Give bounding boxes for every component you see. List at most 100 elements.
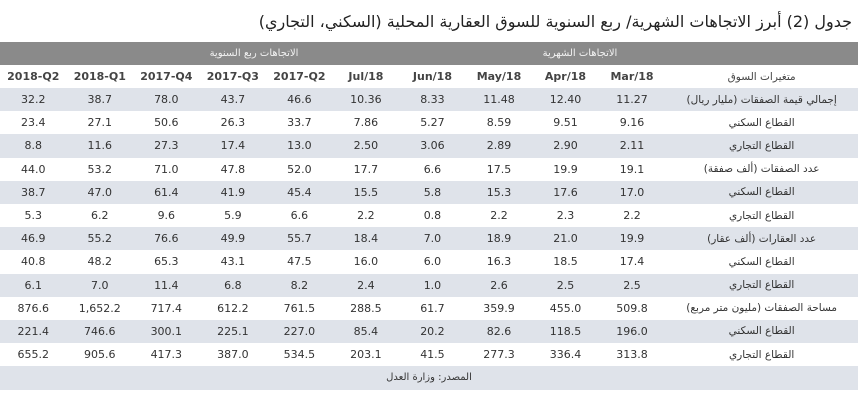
- value-cell: 53.2: [87, 162, 113, 176]
- value-cell: 15.3: [486, 185, 512, 199]
- value-cell: 655.2: [17, 348, 50, 362]
- row-label: القطاع التجاري: [728, 209, 795, 222]
- column-header: 2018-Q2: [7, 70, 60, 83]
- value-cell: 6.8: [224, 278, 242, 292]
- value-cell: 0.8: [423, 209, 442, 223]
- row-label: القطاع السكني: [728, 116, 795, 129]
- value-cell: 15.5: [353, 185, 379, 199]
- value-cell: 45.4: [287, 185, 312, 199]
- value-cell: 55.7: [287, 232, 312, 246]
- value-cell: 38.7: [87, 93, 113, 107]
- value-cell: 65.3: [154, 255, 179, 269]
- row-label: مساحة الصفقات (مليون متر مربع): [686, 302, 837, 315]
- column-header-row: متغيرات السوق Mar/18 Apr/18 May/18 Jun/1…: [0, 65, 858, 88]
- value-cell: 221.4: [17, 324, 50, 338]
- value-cell: 277.3: [483, 348, 515, 362]
- table-row: عدد الصفقات (ألف صفقة) 19.1 19.9 17.5 6.6 17.…: [0, 158, 858, 181]
- group-header-row: الاتجاهات الشهرية الاتجاهات ربع السنوية: [0, 42, 858, 65]
- value-cell: 876.6: [17, 301, 50, 315]
- value-cell: 61.7: [420, 301, 445, 315]
- value-cell: 313.8: [616, 348, 648, 362]
- value-cell: 2.2: [623, 209, 641, 223]
- value-cell: 32.2: [21, 93, 46, 107]
- column-header: May/18: [476, 70, 522, 83]
- row-label: عدد الصفقات (ألف صفقة): [703, 163, 820, 176]
- value-cell: 5.3: [24, 209, 43, 223]
- value-cell: 1.0: [423, 278, 442, 292]
- value-cell: 387.0: [217, 348, 249, 362]
- value-cell: 43.7: [220, 93, 246, 107]
- value-cell: 2.3: [556, 209, 575, 223]
- value-cell: 85.4: [353, 324, 379, 338]
- table-title: جدول (2) أبرز الاتجاهات الشهرية/ ربع الس…: [258, 12, 852, 31]
- value-cell: 2.2: [357, 209, 375, 223]
- value-cell: 746.6: [84, 324, 116, 338]
- group-header-monthly: الاتجاهات الشهرية: [542, 48, 618, 59]
- value-cell: 196.0: [616, 324, 648, 338]
- value-cell: 509.8: [616, 301, 648, 315]
- value-cell: 2.6: [490, 278, 508, 292]
- value-cell: 118.5: [549, 324, 582, 338]
- value-cell: 6.2: [91, 209, 109, 223]
- value-cell: 10.36: [350, 93, 382, 107]
- source-note: المصدر: وزارة العدل: [386, 372, 472, 384]
- value-cell: 2.11: [619, 139, 645, 153]
- value-cell: 49.9: [220, 232, 246, 246]
- value-cell: 11.48: [483, 93, 515, 107]
- value-cell: 11.6: [87, 139, 113, 153]
- value-cell: 17.5: [486, 162, 512, 176]
- value-cell: 8.2: [290, 278, 309, 292]
- value-cell: 17.6: [553, 185, 578, 199]
- value-cell: 2.89: [486, 139, 512, 153]
- value-cell: 12.40: [549, 93, 582, 107]
- value-cell: 6.0: [423, 255, 442, 269]
- market-trends-table: الاتجاهات الشهرية الاتجاهات ربع السنوية …: [0, 42, 858, 391]
- table-body: إجمالي قيمة الصفقات (مليار ريال) 11.27 12.…: [0, 88, 858, 366]
- value-cell: 9.6: [157, 209, 176, 223]
- value-cell: 17.4: [220, 139, 246, 153]
- value-cell: 2.5: [556, 278, 575, 292]
- value-cell: 5.8: [423, 185, 442, 199]
- value-cell: 76.6: [154, 232, 179, 246]
- value-cell: 27.3: [154, 139, 179, 153]
- value-cell: 7.86: [353, 116, 379, 130]
- value-cell: 41.5: [420, 348, 445, 362]
- value-cell: 5.9: [224, 209, 242, 223]
- table-row: القطاع السكني 196.0 118.5 82.6 20.2 85.4 227.0…: [0, 319, 858, 344]
- value-cell: 5.27: [420, 116, 445, 130]
- value-cell: 26.3: [220, 116, 246, 130]
- value-cell: 52.0: [287, 162, 312, 176]
- value-cell: 17.0: [619, 185, 645, 199]
- value-cell: 2.4: [357, 278, 375, 292]
- value-cell: 27.1: [87, 116, 113, 130]
- value-cell: 717.4: [150, 301, 183, 315]
- column-header: 2017-Q4: [140, 70, 193, 83]
- value-cell: 9.51: [553, 116, 578, 130]
- row-label: إجمالي قيمة الصفقات (مليار ريال): [686, 93, 837, 106]
- value-cell: 11.27: [616, 93, 648, 107]
- table-row: القطاع السكني 17.4 18.5 16.3 6.0 16.0 47.5 43.1…: [0, 250, 858, 273]
- table-row: القطاع التجاري 2.2 2.3 2.2 0.8 2.2 6.6 5.9 9.6 6.…: [0, 204, 858, 227]
- value-cell: 46.9: [21, 232, 46, 246]
- value-cell: 38.7: [21, 185, 46, 199]
- value-cell: 18.5: [553, 255, 578, 269]
- table-row: القطاع السكني 9.16 9.51 8.59 5.27 7.86 33.7 26.…: [0, 111, 858, 134]
- value-cell: 82.6: [486, 324, 512, 338]
- table-row: عدد العقارات (ألف عقار) 19.9 21.0 18.9 7.0 18…: [0, 227, 858, 251]
- row-label: القطاع التجاري: [728, 348, 795, 361]
- value-cell: 17.4: [619, 255, 645, 269]
- value-cell: 16.3: [486, 255, 512, 269]
- value-cell: 336.4: [549, 348, 582, 362]
- value-cell: 359.9: [483, 301, 515, 315]
- value-cell: 3.06: [420, 139, 445, 153]
- value-cell: 2.50: [353, 139, 379, 153]
- value-cell: 40.8: [21, 255, 46, 269]
- value-cell: 6.6: [290, 209, 309, 223]
- table-row: القطاع التجاري 2.5 2.5 2.6 1.0 2.4 8.2 6.8 11.4 7…: [0, 273, 858, 297]
- value-cell: 6.1: [24, 278, 43, 292]
- value-cell: 41.9: [220, 185, 246, 199]
- value-cell: 203.1: [350, 348, 382, 362]
- table-row: القطاع السكني 17.0 17.6 15.3 5.8 15.5 45.4 41.9…: [0, 180, 858, 204]
- group-header-quarterly: الاتجاهات ربع السنوية: [209, 48, 299, 59]
- value-cell: 44.0: [21, 162, 46, 176]
